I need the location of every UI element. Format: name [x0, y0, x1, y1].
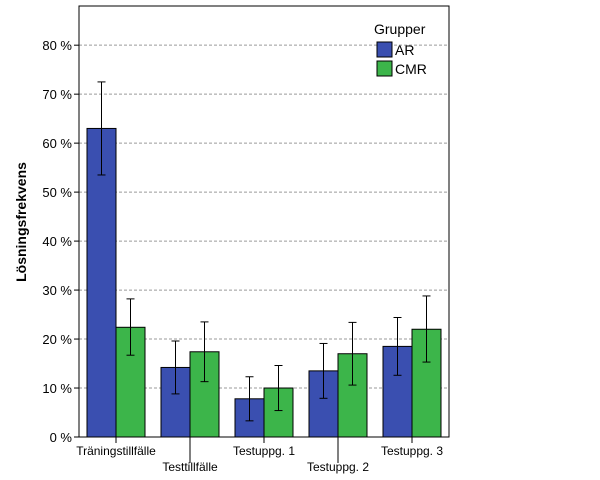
y-tick-label: 10 % [42, 381, 72, 396]
legend-label-ar: AR [395, 42, 414, 58]
x-tick-label: Testuppg. 1 [233, 444, 295, 458]
legend-swatch-cmr [376, 60, 393, 77]
x-axis: Träningstillfälle Testtillfälle Testuppg. … [76, 437, 443, 474]
y-tick-label: 60 % [42, 136, 72, 151]
legend-swatch-ar [376, 41, 393, 58]
y-tick-label: 40 % [42, 234, 72, 249]
x-tick-label: Testuppg. 3 [381, 444, 443, 458]
bars [86, 127, 442, 438]
y-tick-label: 0 % [50, 430, 73, 445]
y-tick-label: 70 % [42, 87, 72, 102]
error-bars [97, 81, 431, 422]
legend-label-cmr: CMR [395, 61, 427, 77]
legend: Grupper AR CMR [374, 21, 427, 77]
y-axis: 0 % 10 % 20 % 30 % 40 % 50 % 60 % 70 % 80 % [42, 38, 79, 445]
y-axis-label: Lösningsfrekvens [13, 162, 29, 282]
y-tick-label: 50 % [42, 185, 72, 200]
x-tick-label: Testtillfälle [162, 460, 218, 474]
y-tick-label: 80 % [42, 38, 72, 53]
x-tick-label: Testuppg. 2 [307, 460, 369, 474]
bar-ar-0 [86, 127, 117, 438]
y-tick-label: 20 % [42, 332, 72, 347]
y-tick-label: 30 % [42, 283, 72, 298]
x-tick-label: Träningstillfälle [76, 444, 156, 458]
legend-title: Grupper [374, 21, 426, 37]
